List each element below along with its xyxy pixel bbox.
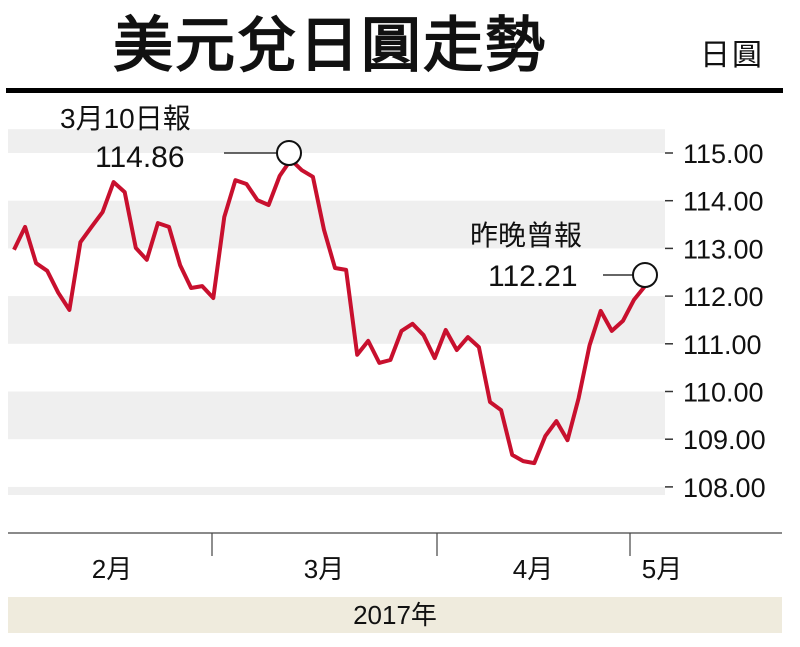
grid-band (8, 391, 665, 440)
y-tick-label: 109.00 (683, 425, 766, 455)
annotation-marker (632, 262, 658, 288)
unit-label: 日圓 (700, 39, 764, 72)
y-tick-label: 112.00 (683, 282, 764, 312)
month-label: 4月 (513, 554, 553, 584)
annotation-value: 112.21 (488, 260, 578, 293)
y-tick-label: 113.00 (683, 234, 764, 264)
month-label: 2月 (92, 554, 132, 584)
line-chart: 115.00 114.00 113.00 112.00 111.00 110.00 109.… (8, 103, 782, 584)
y-tick-label: 114.00 (683, 187, 764, 217)
chart-title: 美元兌日圓走勢 (113, 11, 547, 81)
annotation-marker (276, 140, 302, 166)
y-tick-label: 110.00 (683, 378, 764, 408)
annotation-label: 昨晚曾報 (470, 220, 582, 251)
grid-band (8, 129, 665, 153)
month-label: 5月 (642, 554, 682, 584)
grid-band (8, 296, 665, 344)
annotation-label: 3月10日報 (60, 103, 191, 134)
y-tick-label: 108.00 (683, 473, 766, 503)
grid-band (8, 486, 665, 496)
month-label: 3月 (304, 554, 344, 584)
year-label: 2017年 (8, 597, 782, 633)
title-rule (6, 88, 783, 93)
y-tick-label: 111.00 (683, 330, 762, 360)
y-tick-label: 115.00 (683, 139, 764, 169)
annotation-value: 114.86 (95, 141, 185, 174)
grid-band (8, 200, 665, 249)
series-line (12, 157, 647, 466)
